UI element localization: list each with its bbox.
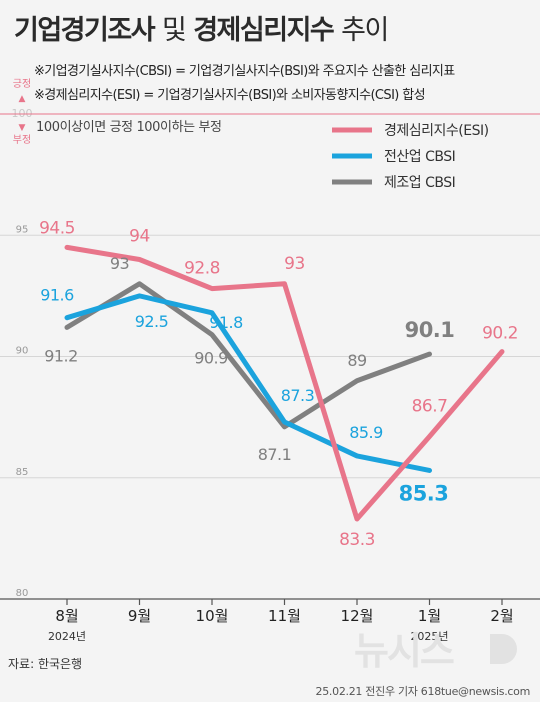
ref-note: 100이상이면 긍정 100이하는 부정 <box>36 120 222 135</box>
series-line-0 <box>64 244 505 522</box>
down-arrow-icon: ▼ <box>19 123 26 133</box>
credit-line: 25.02.21 전진우 기자 618tue@newsis.com <box>315 685 531 698</box>
positive-label: 긍정 <box>13 78 31 90</box>
legend-label-total: 전산업 CBSI <box>384 149 455 165</box>
series-line-1 <box>64 293 432 473</box>
data-label-0: 83.3 <box>339 530 375 550</box>
data-label-0: 93 <box>284 254 305 274</box>
watermark-logo: 뉴시스 <box>354 629 517 672</box>
y-tick-label: 95 <box>16 224 29 235</box>
y-tick-label: 80 <box>16 588 29 599</box>
x-tick-label: 11월 <box>268 607 301 625</box>
note-esi: ※경제심리지수(ESI) = 기업경기실사지수(BSI)와 소비자동향지수(CS… <box>34 88 426 103</box>
data-label-1: 85.3 <box>399 481 449 505</box>
source-note: 자료: 한국은행 <box>8 657 83 671</box>
data-label-0: 90.2 <box>482 324 518 344</box>
data-label-1: 91.6 <box>40 286 74 305</box>
x-tick-label: 8월 <box>55 607 78 625</box>
data-label-1: 85.9 <box>349 423 383 442</box>
y-tick-label: 90 <box>16 346 29 357</box>
data-label-0: 86.7 <box>412 397 448 417</box>
x-year-label: 2024년 <box>48 630 86 643</box>
legend-label-mfg: 제조업 CBSI <box>384 175 455 191</box>
x-tick-label: 1월 <box>418 607 441 625</box>
data-label-0: 94.5 <box>39 218 75 238</box>
svg-text:뉴시스: 뉴시스 <box>354 629 454 672</box>
x-tick-label: 12월 <box>341 607 374 625</box>
up-arrow-icon: ▲ <box>19 94 26 104</box>
series-line-2 <box>64 281 432 430</box>
data-label-2: 90.1 <box>405 318 455 342</box>
data-label-2: 89 <box>347 351 367 370</box>
legend-label-esi: 경제심리지수(ESI) <box>384 123 489 139</box>
data-label-1: 87.3 <box>281 386 315 405</box>
data-label-2: 93 <box>110 254 129 273</box>
data-label-1: 92.5 <box>135 312 169 331</box>
negative-label: 부정 <box>13 134 31 146</box>
data-label-1: 91.8 <box>209 313 243 332</box>
data-label-2: 91.2 <box>44 346 78 365</box>
page-title: 기업경기조사 및 경제심리지수 추이 <box>14 15 389 46</box>
legend: 경제심리지수(ESI) 전산업 CBSI 제조업 CBSI <box>332 123 489 191</box>
x-year-label: 2025년 <box>410 630 448 643</box>
data-label-0: 94 <box>129 227 150 247</box>
x-tick-label: 9월 <box>128 607 151 625</box>
y-tick-label: 85 <box>16 467 29 478</box>
note-cbsi: ※기업경기실사지수(CBSI) = 기업경기실사지수(BSI)와 주요지수 산출… <box>34 64 455 79</box>
x-tick-label: 2월 <box>490 607 513 625</box>
data-label-0: 92.8 <box>184 259 220 279</box>
data-label-2: 87.1 <box>258 445 292 464</box>
data-label-2: 90.9 <box>194 349 228 368</box>
x-tick-label: 10월 <box>196 607 229 625</box>
